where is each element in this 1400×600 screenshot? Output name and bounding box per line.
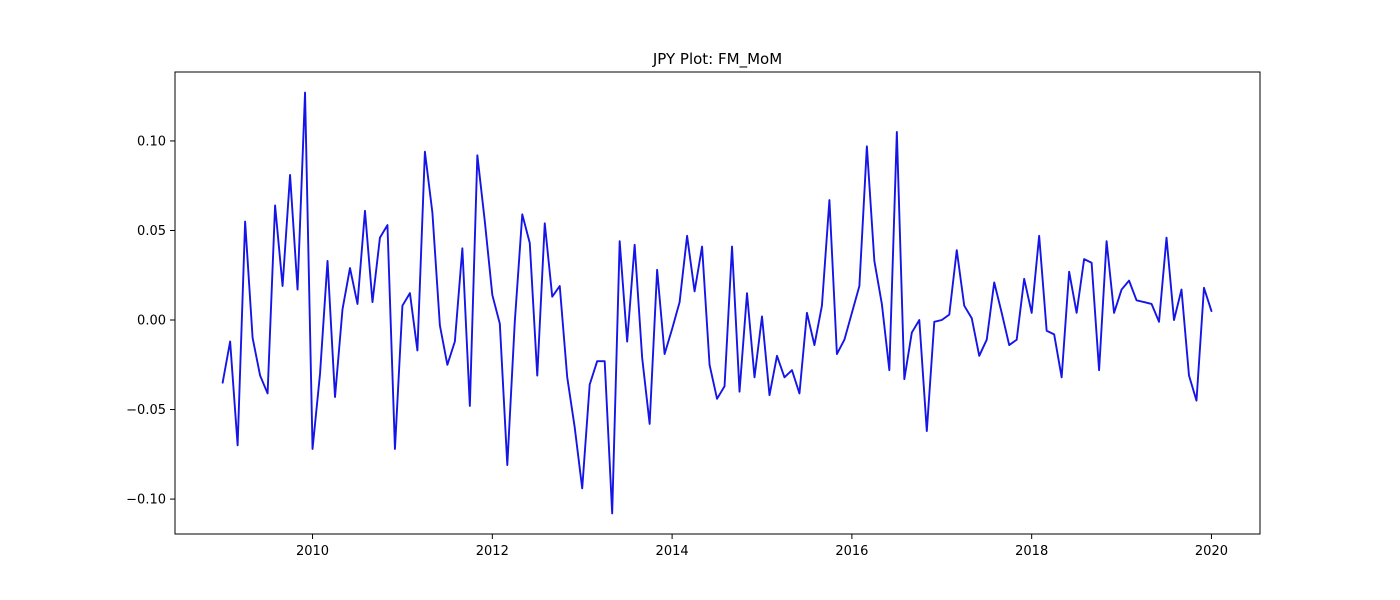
x-tick-label: 2012 <box>476 544 509 559</box>
x-tick-label: 2010 <box>296 544 329 559</box>
y-tick-label: 0.05 <box>137 224 166 239</box>
y-tick-label: −0.10 <box>126 493 166 508</box>
x-tick-label: 2020 <box>1195 544 1228 559</box>
y-tick-label: 0.10 <box>137 134 166 149</box>
x-tick-label: 2016 <box>835 544 868 559</box>
y-tick-label: −0.05 <box>126 403 166 418</box>
plot-marks: 2010 2012 2014 2016 2018 2020 −0.10 −0.05 0.00 0.… <box>126 91 1228 559</box>
plot-area-frame <box>174 71 1261 535</box>
x-tick-label: 2014 <box>656 544 689 559</box>
chart-title: JPY Plot: FM_MoM <box>652 50 782 69</box>
x-tick-label: 2018 <box>1015 544 1048 559</box>
y-tick-label: 0.00 <box>137 314 166 329</box>
series-line <box>221 91 1213 515</box>
